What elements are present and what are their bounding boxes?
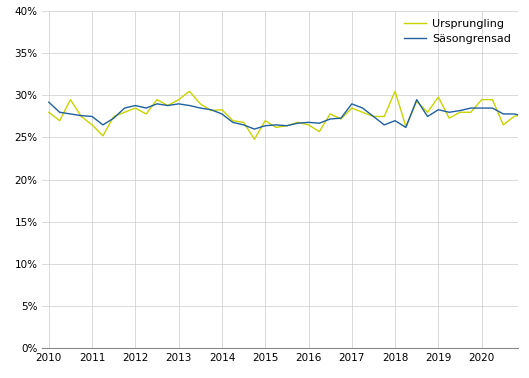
Ursprungling (414, 99, 420, 104)
Legend: Ursprungling, Säsongrensad: Ursprungling, Säsongrensad (402, 17, 513, 46)
Ursprungling (111, 114, 117, 119)
Ursprungling (392, 89, 398, 93)
Säsongrensad (295, 121, 301, 125)
Säsongrensad (197, 106, 204, 110)
Ursprungling (424, 110, 431, 115)
Säsongrensad (435, 107, 442, 112)
Säsongrensad (132, 103, 139, 108)
Säsongrensad (154, 102, 160, 106)
Ursprungling (143, 112, 149, 116)
Ursprungling (45, 110, 52, 115)
Ursprungling (240, 120, 247, 125)
Ursprungling (230, 118, 236, 123)
Ursprungling (154, 98, 160, 102)
Säsongrensad (67, 112, 74, 116)
Ursprungling (489, 98, 496, 102)
Säsongrensad (121, 106, 127, 110)
Säsongrensad (468, 106, 474, 110)
Säsongrensad (338, 116, 344, 121)
Ursprungling (295, 120, 301, 125)
Ursprungling (381, 114, 387, 119)
Säsongrensad (45, 100, 52, 104)
Ursprungling (165, 103, 171, 108)
Ursprungling (251, 137, 258, 141)
Säsongrensad (414, 98, 420, 102)
Ursprungling (67, 98, 74, 102)
Säsongrensad (219, 112, 225, 116)
Säsongrensad (489, 106, 496, 110)
Säsongrensad (165, 103, 171, 108)
Säsongrensad (446, 110, 452, 115)
Ursprungling (403, 124, 409, 129)
Ursprungling (316, 129, 323, 134)
Säsongrensad (522, 114, 528, 119)
Ursprungling (100, 133, 106, 138)
Ursprungling (305, 122, 312, 127)
Säsongrensad (359, 106, 366, 110)
Säsongrensad (78, 113, 85, 118)
Ursprungling (132, 106, 139, 110)
Ursprungling (446, 116, 452, 121)
Säsongrensad (349, 102, 355, 106)
Ursprungling (338, 117, 344, 121)
Ursprungling (176, 98, 182, 102)
Säsongrensad (284, 124, 290, 128)
Säsongrensad (186, 103, 193, 108)
Ursprungling (359, 110, 366, 115)
Säsongrensad (500, 112, 506, 116)
Ursprungling (121, 110, 127, 115)
Ursprungling (370, 114, 377, 119)
Ursprungling (478, 98, 485, 102)
Ursprungling (284, 124, 290, 128)
Säsongrensad (100, 122, 106, 127)
Ursprungling (186, 89, 193, 93)
Säsongrensad (176, 102, 182, 106)
Säsongrensad (478, 106, 485, 110)
Säsongrensad (208, 107, 214, 112)
Säsongrensad (316, 121, 323, 125)
Ursprungling (457, 110, 463, 115)
Säsongrensad (392, 118, 398, 123)
Line: Säsongrensad: Säsongrensad (49, 100, 529, 129)
Säsongrensad (457, 108, 463, 113)
Säsongrensad (381, 122, 387, 127)
Säsongrensad (251, 127, 258, 132)
Säsongrensad (370, 114, 377, 119)
Säsongrensad (327, 117, 333, 121)
Ursprungling (89, 122, 95, 127)
Ursprungling (273, 125, 279, 130)
Säsongrensad (230, 120, 236, 125)
Säsongrensad (111, 116, 117, 121)
Säsongrensad (511, 112, 517, 116)
Ursprungling (522, 112, 528, 116)
Ursprungling (219, 107, 225, 112)
Ursprungling (435, 95, 442, 99)
Säsongrensad (424, 114, 431, 119)
Säsongrensad (57, 110, 63, 115)
Säsongrensad (89, 114, 95, 119)
Säsongrensad (240, 122, 247, 127)
Ursprungling (500, 122, 506, 127)
Ursprungling (327, 112, 333, 116)
Ursprungling (511, 114, 517, 119)
Säsongrensad (273, 122, 279, 127)
Ursprungling (57, 118, 63, 123)
Säsongrensad (262, 124, 268, 128)
Ursprungling (208, 108, 214, 113)
Säsongrensad (305, 120, 312, 125)
Ursprungling (468, 110, 474, 115)
Line: Ursprungling: Ursprungling (49, 91, 529, 139)
Ursprungling (197, 102, 204, 106)
Säsongrensad (143, 106, 149, 110)
Ursprungling (78, 114, 85, 119)
Säsongrensad (403, 125, 409, 130)
Ursprungling (349, 106, 355, 110)
Ursprungling (262, 118, 268, 123)
